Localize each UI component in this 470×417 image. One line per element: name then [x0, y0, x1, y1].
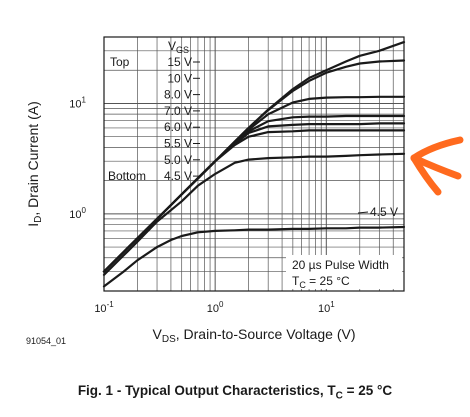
y-axis-label: ID, Drain Current (A) [25, 101, 44, 226]
y-tick-label: 101 [69, 95, 86, 110]
legend-entry: 5.5 V [164, 137, 192, 151]
x-tick-label: 100 [207, 300, 224, 315]
legend-header: VGS [168, 39, 189, 55]
curve-2 [102, 59, 406, 273]
legend-entry: 7.0 V [164, 104, 192, 118]
legend-entry: 15 V [167, 55, 192, 69]
note-box [286, 255, 402, 289]
curve-label-4-5v: 4.5 V [370, 205, 398, 219]
legend-entry: 10 V [167, 71, 192, 85]
curve-7 [102, 152, 406, 276]
legend-entry: 6.0 V [164, 120, 192, 134]
curve-5 [102, 122, 406, 273]
plot-frame [103, 36, 405, 292]
arrow-stroke-tail [410, 154, 442, 196]
orange-arrow-icon [410, 136, 464, 196]
curves [102, 40, 406, 288]
caption-text: Fig. 1 - Typical Output Characteristics,… [77, 383, 393, 402]
x-axis-label: VDS, Drain-to-Source Voltage (V) [153, 326, 356, 345]
y-tick-label: 100 [69, 206, 86, 221]
legend-top-label: Top [110, 55, 130, 69]
legend-entry: 5.0 V [164, 153, 192, 167]
arrow-stroke-upper [410, 136, 464, 162]
figure-caption: Fig. 1 - Typical Output Characteristics,… [0, 383, 470, 402]
curve-6 [102, 129, 406, 273]
curve-label-leader [357, 211, 369, 214]
caption-subscript: C [335, 390, 343, 402]
temperature-note: TC = 25 °C [292, 274, 350, 290]
x-tick-label: 10-1 [94, 300, 114, 315]
curve-4 [102, 114, 406, 273]
x-tick-label: 101 [318, 300, 335, 315]
curve-8 [102, 225, 406, 288]
curve-1 [102, 40, 406, 273]
chart-text: 10-1 100 101 100 101 VDS, Drain-to-Source Vol… [25, 39, 402, 346]
legend-bottom-label: Bottom [108, 169, 146, 183]
legend-entry: 4.5 V [164, 169, 192, 183]
figure-id: 91054_01 [26, 336, 66, 346]
legend-entry: 8.0 V [164, 88, 192, 102]
pulse-width-note: 20 µs Pulse Width [292, 258, 389, 272]
